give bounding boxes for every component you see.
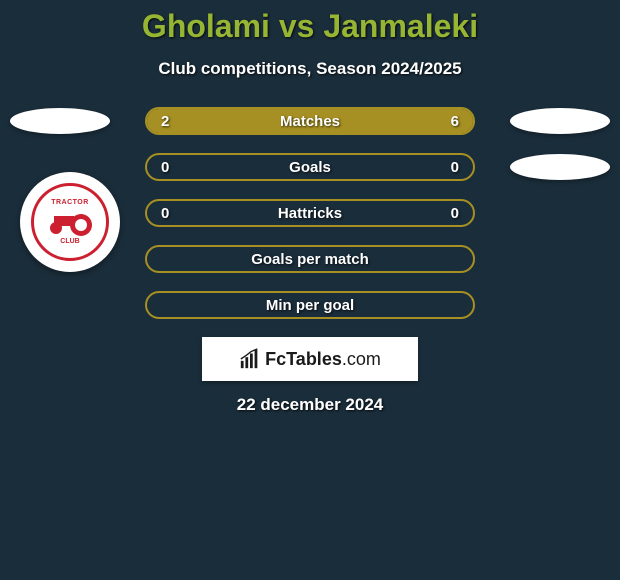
stat-bar: 0 Hattricks 0 (145, 199, 475, 227)
stat-label: Hattricks (278, 205, 342, 222)
club-badge-tractor: TRACTOR CLUB (20, 172, 120, 272)
stat-left-value: 0 (161, 159, 177, 176)
stat-right-value: 6 (443, 113, 459, 130)
chart-icon (239, 348, 261, 370)
subtitle: Club competitions, Season 2024/2025 (0, 59, 620, 79)
stat-bar: 0 Goals 0 (145, 153, 475, 181)
date-text: 22 december 2024 (0, 395, 620, 415)
stat-row-matches: 2 Matches 6 (0, 107, 620, 135)
stat-label: Matches (280, 113, 340, 130)
club-badge-bottom-text: CLUB (60, 238, 79, 245)
stat-label: Min per goal (266, 297, 354, 314)
stat-left-value: 0 (161, 205, 177, 222)
stat-bar: 2 Matches 6 (145, 107, 475, 135)
stat-left-value: 2 (161, 113, 177, 130)
stat-label: Goals (289, 159, 331, 176)
player-badge-right-2 (510, 154, 610, 180)
stat-bar: Min per goal (145, 291, 475, 319)
fctables-logo[interactable]: FcTables.com (202, 337, 418, 381)
stat-row-min-per-goal: Min per goal (0, 291, 620, 319)
club-badge-top-text: TRACTOR (51, 199, 89, 206)
tractor-icon (48, 206, 92, 236)
logo-text: FcTables.com (265, 349, 381, 370)
comparison-card: Gholami vs Janmaleki Club competitions, … (0, 0, 620, 415)
player-badge-right (510, 108, 610, 134)
player-badge-left (10, 108, 110, 134)
stat-right-value: 0 (443, 205, 459, 222)
stat-label: Goals per match (251, 251, 369, 268)
page-title: Gholami vs Janmaleki (0, 8, 620, 45)
stat-right-value: 0 (443, 159, 459, 176)
stat-bar: Goals per match (145, 245, 475, 273)
